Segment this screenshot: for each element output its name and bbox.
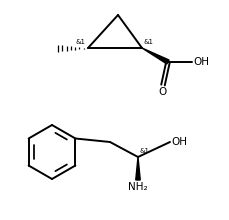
Polygon shape xyxy=(141,48,168,64)
Text: OH: OH xyxy=(192,57,208,67)
Text: &1: &1 xyxy=(76,39,86,45)
Text: OH: OH xyxy=(170,137,186,147)
Text: O: O xyxy=(158,87,166,97)
Text: &1: &1 xyxy=(139,148,149,154)
Text: NH₂: NH₂ xyxy=(128,182,147,192)
Text: &1: &1 xyxy=(143,39,153,45)
Polygon shape xyxy=(135,157,140,180)
